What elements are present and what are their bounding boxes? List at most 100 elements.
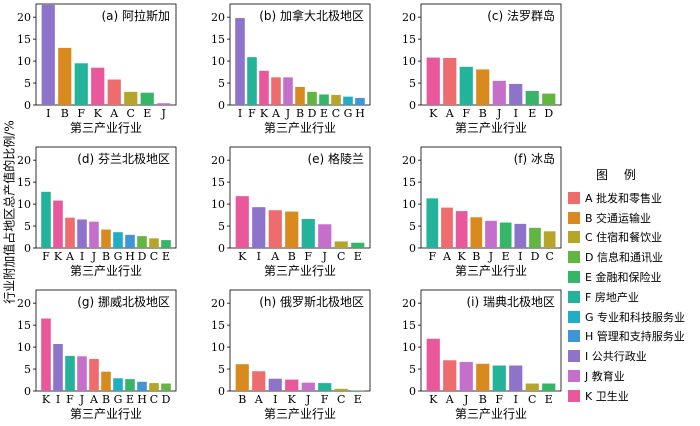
x-tick-label: E — [502, 250, 510, 263]
y-tick-label: 0 — [409, 385, 416, 398]
x-tick-label: D — [531, 250, 540, 263]
panel-title: (i) 瑞典北极地区 — [466, 295, 555, 309]
x-tick-label: I — [238, 107, 242, 120]
legend-swatch — [568, 251, 580, 264]
x-tick-label: E — [545, 393, 553, 406]
x-tick-label: E — [126, 393, 134, 406]
x-tick-label: B — [102, 250, 110, 263]
y-tick-label: 5 — [24, 363, 31, 376]
x-tick-label: B — [61, 107, 69, 120]
x-tick-label: C — [337, 393, 345, 406]
x-axis-label: 第三产业行业 — [264, 407, 336, 421]
bar-j — [301, 382, 315, 391]
x-tick-label: C — [150, 393, 158, 406]
bar-a — [268, 210, 282, 248]
y-tick-label: 20 — [211, 11, 225, 24]
y-tick-label: 0 — [218, 99, 225, 112]
panel-title: (d) 芬兰北极地区 — [77, 152, 170, 166]
bar-f — [74, 63, 88, 105]
x-axis-label: 第三产业行业 — [70, 264, 142, 278]
bar-i — [514, 223, 527, 248]
bar-b — [101, 229, 111, 248]
bar-b — [476, 69, 490, 105]
panel-title: (h) 俄罗斯北极地区 — [259, 295, 364, 309]
bar-c — [149, 238, 159, 248]
x-tick-label: E — [354, 250, 362, 263]
y-tick-label: 20 — [211, 297, 225, 310]
x-tick-label: I — [56, 393, 60, 406]
bar-a — [252, 371, 266, 391]
legend-item-f: F 房地产业 — [568, 287, 700, 307]
panel-title: (f) 冰岛 — [514, 151, 555, 166]
bar-b — [285, 211, 299, 248]
x-tick-label: B — [472, 250, 480, 263]
bar-b — [235, 364, 249, 391]
x-tick-label: J — [496, 107, 501, 120]
y-tick-label: 10 — [17, 341, 31, 354]
bar-i — [252, 207, 266, 248]
bar-b — [101, 371, 111, 391]
x-tick-label: I — [514, 393, 518, 406]
x-tick-label: D — [138, 250, 147, 263]
x-tick-label: J — [488, 250, 493, 263]
x-tick-label: I — [46, 107, 50, 120]
legend-item-c: C 住宿和餐饮业 — [568, 228, 700, 248]
y-tick-label: 15 — [17, 33, 31, 46]
x-tick-label: K — [94, 107, 103, 120]
x-tick-label: C — [150, 250, 158, 263]
x-tick-label: B — [296, 107, 304, 120]
bar-c — [124, 91, 138, 105]
x-tick-label: E — [354, 393, 362, 406]
x-tick-label: F — [304, 250, 312, 263]
legend-swatch — [568, 191, 580, 204]
x-tick-label: K — [238, 250, 247, 263]
y-tick-label: 15 — [402, 176, 416, 189]
bar-c — [334, 241, 348, 248]
bar-h — [125, 234, 135, 248]
x-tick-label: C — [528, 393, 536, 406]
bar-d — [161, 383, 171, 391]
y-tick-label: 15 — [17, 319, 31, 332]
y-tick-label: 10 — [402, 341, 416, 354]
y-axis-label-text: 行业附加值占地区总产值的比例/% — [2, 120, 17, 304]
bar-j — [77, 356, 87, 391]
x-axis-label: 第三产业行业 — [455, 264, 527, 278]
bar-k — [235, 196, 249, 248]
y-tick-label: 20 — [17, 154, 31, 167]
bar-e — [319, 94, 329, 105]
legend-swatch — [568, 231, 580, 244]
bar-e — [140, 92, 154, 105]
x-tick-label: J — [161, 107, 166, 120]
y-tick-label: 5 — [24, 220, 31, 233]
legend-label: I 公共行政业 — [585, 350, 647, 364]
bar-i — [509, 83, 523, 105]
bar-c — [543, 231, 556, 248]
bar-g — [113, 232, 123, 248]
y-tick-label: 10 — [402, 198, 416, 211]
legend-item-i: I 公共行政业 — [568, 346, 700, 366]
y-tick-label: 20 — [402, 297, 416, 310]
x-tick-label: F — [248, 107, 256, 120]
x-tick-label: K — [260, 107, 269, 120]
bar-j — [492, 80, 506, 105]
bar-i — [235, 18, 245, 106]
plot-frame — [35, 3, 177, 106]
bar-c — [331, 94, 341, 105]
x-axis-label: 第三产业行业 — [264, 121, 336, 135]
x-tick-label: I — [514, 107, 518, 120]
panel-title: (g) 挪威北极地区 — [77, 295, 170, 309]
bar-d — [137, 236, 147, 248]
x-tick-label: A — [445, 393, 455, 406]
x-tick-label: B — [238, 393, 246, 406]
panel-title: (c) 法罗群岛 — [487, 8, 555, 23]
x-tick-label: E — [143, 107, 151, 120]
x-tick-label: C — [337, 250, 345, 263]
bar-j — [157, 103, 171, 105]
bar-e — [351, 242, 365, 248]
legend-item-b: B 交通运输业 — [568, 208, 700, 228]
x-axis-label: 第三产业行业 — [70, 407, 142, 421]
legend-label: K 卫生业 — [585, 389, 629, 403]
x-tick-label: C — [545, 250, 553, 263]
